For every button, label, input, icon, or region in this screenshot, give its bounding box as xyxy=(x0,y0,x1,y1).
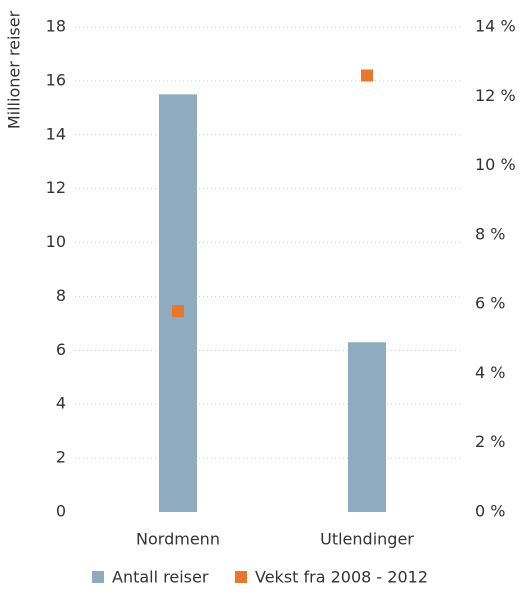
x-tick-label: Nordmenn xyxy=(136,530,220,549)
y2-tick-label: 14 % xyxy=(475,17,516,36)
y-tick-label: 0 xyxy=(56,502,66,521)
legend-swatch xyxy=(235,571,247,583)
y2-tick-label: 10 % xyxy=(475,155,516,174)
y2-tick-label: 2 % xyxy=(475,432,505,451)
y-tick-label: 10 xyxy=(46,232,66,251)
y-tick-label: 8 xyxy=(56,286,66,305)
y-tick-label: 18 xyxy=(46,17,66,36)
x-tick-label: Utlendinger xyxy=(320,530,414,549)
y2-tick-label: 0 % xyxy=(475,502,505,521)
y-tick-label: 2 xyxy=(56,448,66,467)
y-tick-label: 12 xyxy=(46,178,66,197)
legend-swatch xyxy=(92,571,104,583)
point xyxy=(361,69,373,82)
y-tick-label: 6 xyxy=(56,340,66,359)
y-tick-label: 4 xyxy=(56,394,66,413)
y-tick-label: 16 xyxy=(46,70,66,89)
y2-tick-label: 8 % xyxy=(475,224,505,243)
legend-label: Vekst fra 2008 - 2012 xyxy=(255,568,428,587)
y-axis-label: Millioner reiser xyxy=(5,10,24,129)
y2-tick-label: 6 % xyxy=(475,294,505,313)
y2-tick-label: 4 % xyxy=(475,363,505,382)
bar xyxy=(159,94,197,512)
bar xyxy=(348,342,386,512)
y2-tick-label: 12 % xyxy=(475,86,516,105)
legend-label: Antall reiser xyxy=(112,568,209,587)
point xyxy=(172,305,184,318)
y-tick-label: 14 xyxy=(46,124,66,143)
